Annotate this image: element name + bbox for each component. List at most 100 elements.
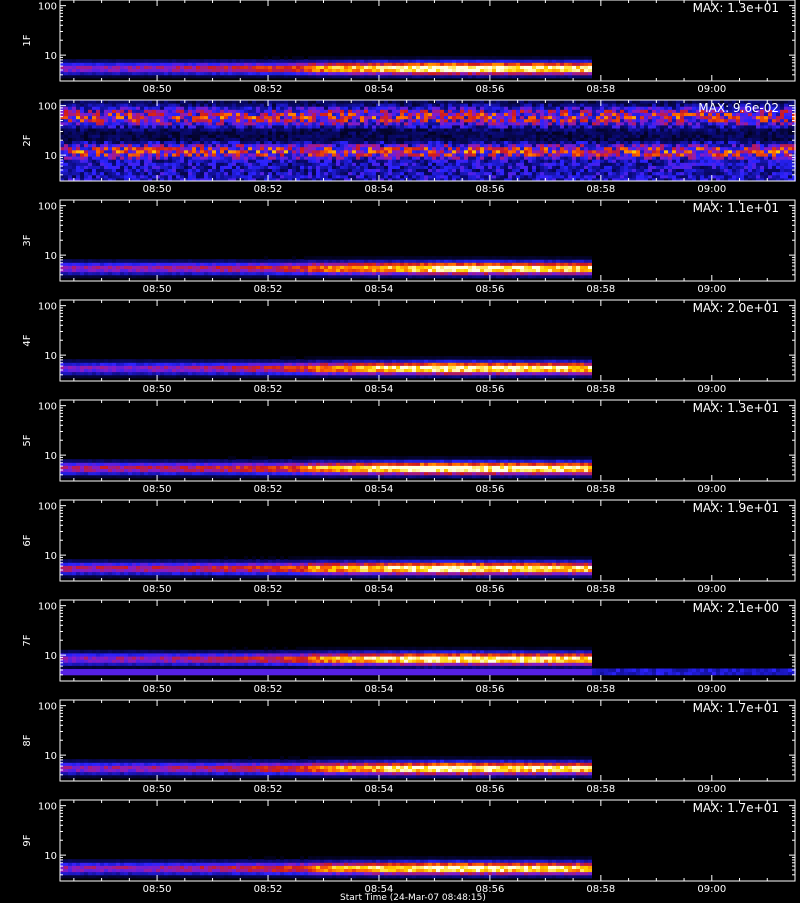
heatmap-cell	[572, 113, 576, 117]
heatmap-cell	[360, 72, 364, 76]
heatmap-cell	[76, 119, 80, 123]
heatmap-cell	[504, 131, 508, 135]
heatmap-cell	[72, 134, 76, 138]
heatmap-cell	[228, 159, 232, 163]
heatmap-cell	[392, 137, 396, 141]
heatmap-cell	[328, 103, 332, 107]
heatmap-cell	[568, 156, 572, 160]
heatmap-cell	[632, 141, 636, 145]
heatmap-cell	[420, 106, 424, 110]
heatmap-cell	[420, 128, 424, 132]
heatmap-cell	[408, 103, 412, 107]
heatmap-cell	[488, 162, 492, 166]
heatmap-cell	[448, 122, 452, 126]
heatmap-cell	[568, 131, 572, 135]
heatmap-cell	[296, 159, 300, 163]
heatmap-cell	[184, 134, 188, 138]
heatmap-cell	[68, 113, 72, 117]
heatmap-cell	[480, 128, 484, 132]
heatmap-cell	[492, 162, 496, 166]
heatmap-cell	[560, 175, 564, 179]
heatmap-cell	[620, 109, 624, 113]
heatmap-cell	[116, 69, 120, 73]
heatmap-cell	[216, 175, 220, 179]
heatmap-cell	[648, 153, 652, 157]
heatmap-cell	[524, 125, 528, 129]
heatmap-cell	[536, 172, 540, 176]
heatmap-cell	[248, 113, 252, 117]
heatmap-cell	[476, 131, 480, 135]
heatmap-cell	[308, 162, 312, 166]
heatmap-cell	[88, 59, 92, 63]
heatmap-cell	[332, 75, 336, 79]
heatmap-cell	[384, 131, 388, 135]
heatmap-cell	[500, 169, 504, 173]
heatmap-cell	[648, 113, 652, 117]
heatmap-cell	[192, 59, 196, 63]
heatmap-cell	[468, 162, 472, 166]
heatmap-cell	[188, 137, 192, 141]
heatmap-cell	[156, 116, 160, 120]
heatmap-cell	[504, 75, 508, 79]
heatmap-cell	[316, 113, 320, 117]
heatmap-cell	[272, 165, 276, 169]
heatmap-cell	[320, 56, 324, 60]
heatmap-cell	[132, 69, 136, 73]
heatmap-cell	[188, 169, 192, 173]
heatmap-cell	[172, 103, 176, 107]
heatmap-cell	[472, 119, 476, 123]
heatmap-cell	[136, 128, 140, 132]
heatmap-cell	[144, 137, 148, 141]
heatmap-cell	[124, 134, 128, 138]
heatmap-cell	[252, 62, 256, 66]
heatmap-cell	[416, 137, 420, 141]
heatmap-cell	[512, 165, 516, 169]
heatmap-cell	[532, 165, 536, 169]
heatmap-cell	[408, 162, 412, 166]
heatmap-cell	[204, 62, 208, 66]
heatmap-cell	[196, 116, 200, 120]
heatmap-cell	[344, 137, 348, 141]
heatmap-cell	[532, 169, 536, 173]
heatmap-cell	[284, 116, 288, 120]
heatmap-cell	[180, 134, 184, 138]
heatmap-cell	[108, 172, 112, 176]
heatmap-cell	[640, 162, 644, 166]
heatmap-cell	[264, 116, 268, 120]
heatmap-cell	[276, 109, 280, 113]
heatmap-cell	[412, 162, 416, 166]
heatmap-cell	[356, 144, 360, 148]
heatmap-cell	[520, 59, 524, 63]
heatmap-cell	[136, 159, 140, 163]
heatmap-cell	[648, 128, 652, 132]
heatmap-cell	[96, 103, 100, 107]
heatmap-cell	[360, 131, 364, 135]
heatmap-cell	[80, 119, 84, 123]
heatmap-cell	[72, 59, 76, 63]
heatmap-cell	[164, 106, 168, 110]
heatmap-cell	[580, 109, 584, 113]
heatmap-cell	[516, 153, 520, 157]
heatmap-cell	[156, 147, 160, 151]
heatmap-cell	[208, 59, 212, 63]
heatmap-cell	[172, 65, 176, 69]
heatmap-cell	[328, 125, 332, 129]
heatmap-cell	[296, 141, 300, 145]
heatmap-cell	[640, 156, 644, 160]
heatmap-cell	[208, 150, 212, 154]
heatmap-cell	[332, 144, 336, 148]
heatmap-cell	[568, 175, 572, 179]
heatmap-cell	[256, 59, 260, 63]
heatmap-cell	[88, 103, 92, 107]
heatmap-cell	[236, 75, 240, 79]
heatmap-cell	[204, 134, 208, 138]
heatmap-cell	[216, 122, 220, 126]
heatmap-cell	[216, 103, 220, 107]
heatmap-cell	[608, 109, 612, 113]
heatmap-cell	[104, 165, 108, 169]
heatmap-cell	[304, 122, 308, 126]
heatmap-cell	[184, 103, 188, 107]
heatmap-cell	[284, 69, 288, 73]
heatmap-cell	[76, 113, 80, 117]
heatmap-cell	[408, 165, 412, 169]
